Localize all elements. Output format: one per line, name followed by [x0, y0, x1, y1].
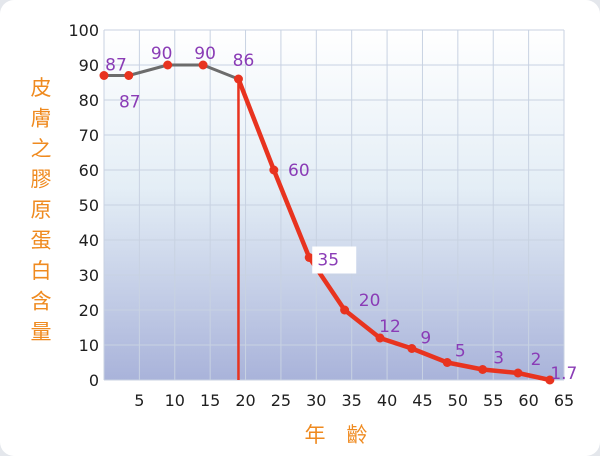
series-line-decline [236, 78, 551, 383]
y-tick-label: 60 [79, 161, 99, 180]
data-point [198, 60, 208, 70]
data-label: 12 [379, 317, 401, 337]
data-point [375, 333, 385, 343]
data-label-background [312, 246, 357, 274]
y-tick-label: 80 [79, 91, 99, 110]
y-axis-title-char: 皮 [31, 76, 52, 100]
data-label: 35 [317, 251, 339, 271]
data-point [124, 71, 134, 80]
data-label: 87 [105, 56, 127, 76]
x-tick-label: 50 [448, 391, 468, 410]
y-tick-label: 50 [79, 196, 99, 215]
x-tick-label: 65 [554, 391, 574, 410]
data-point [269, 165, 279, 175]
x-tick-label: 10 [165, 391, 185, 410]
x-tick-label: 30 [306, 391, 326, 410]
data-point [304, 253, 314, 262]
data-label: 3 [493, 349, 504, 369]
data-label: 5 [455, 342, 466, 362]
data-label: 20 [359, 291, 381, 311]
y-axis-title-char: 蛋 [31, 229, 52, 253]
y-tick-label: 30 [79, 266, 99, 285]
data-label: 60 [288, 161, 310, 181]
x-tick-label: 25 [271, 391, 291, 410]
y-axis-title-char: 原 [31, 198, 52, 222]
data-label: 9 [420, 329, 431, 349]
x-tick-label: 55 [483, 391, 503, 410]
x-tick-label: 15 [200, 391, 220, 410]
y-axis-title-char: 膚 [31, 107, 52, 131]
data-point [99, 71, 109, 80]
data-label: 87 [119, 93, 141, 113]
data-point [233, 74, 243, 84]
x-tick-label: 40 [377, 391, 397, 410]
x-tick-labels: 5 10 15 20 25 30 35 40 45 50 55 60 65 [134, 391, 574, 410]
data-point [340, 305, 350, 315]
y-axis-title-char: 白 [31, 259, 52, 283]
y-axis-title-char: 膠 [31, 168, 52, 192]
data-label: 86 [233, 51, 255, 71]
data-point [513, 368, 523, 378]
data-label: 90 [194, 44, 216, 64]
y-tick-label: 40 [79, 231, 99, 250]
y-tick-label: 100 [68, 21, 99, 40]
data-markers [99, 60, 555, 385]
y-axis-title-char: 含 [31, 290, 52, 314]
x-tick-label: 20 [235, 391, 255, 410]
data-point [545, 375, 555, 385]
data-labels: 87 87 90 90 86 60 35 20 12 9 5 3 2 1.7 [105, 44, 577, 384]
gridlines [103, 29, 565, 381]
y-tick-label: 90 [79, 56, 99, 75]
x-tick-label: 45 [412, 391, 432, 410]
y-tick-labels: 0 10 20 30 40 50 60 70 80 90 100 [68, 21, 99, 390]
data-label: 90 [151, 44, 173, 64]
y-tick-label: 70 [79, 126, 99, 145]
y-axis-title-char: 之 [31, 137, 52, 161]
y-tick-label: 20 [79, 301, 99, 320]
data-label: 2 [531, 350, 542, 370]
x-tick-label: 5 [134, 391, 144, 410]
x-axis-title: 年 齡 [305, 423, 368, 447]
x-tick-label: 35 [342, 391, 362, 410]
data-point [163, 60, 173, 70]
data-point [478, 365, 488, 374]
data-point [442, 358, 452, 367]
y-tick-label: 0 [89, 371, 99, 390]
data-point [407, 344, 417, 353]
y-tick-label: 10 [79, 336, 99, 355]
y-axis-title-char: 量 [31, 320, 52, 344]
x-tick-label: 60 [518, 391, 538, 410]
data-label: 1.7 [550, 364, 577, 384]
